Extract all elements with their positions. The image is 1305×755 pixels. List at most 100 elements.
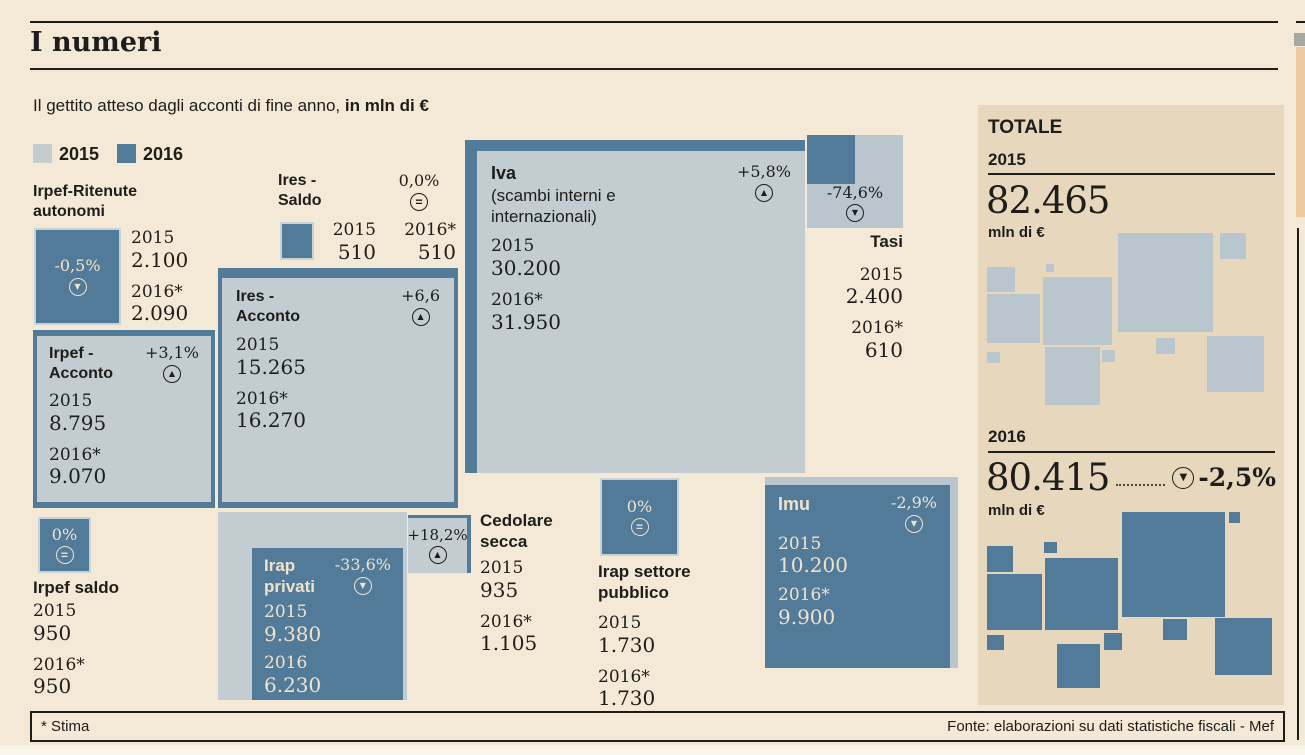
- subtitle-unit: in mln di €: [344, 96, 429, 115]
- trend-equal-icon: =: [630, 518, 649, 537]
- irpef-ritenute-values: 2015 2.100 2016* 2.090: [131, 228, 188, 336]
- square-2016: [1122, 512, 1225, 617]
- year-label: 2016*: [778, 585, 830, 606]
- year-value: 10.200: [778, 553, 848, 578]
- year-label: 2015: [859, 264, 903, 285]
- trend-equal-icon: =: [410, 192, 428, 211]
- iva-subtitle: (scambi interni e internazionali): [491, 185, 616, 227]
- trend-up-icon: ▲: [411, 307, 430, 326]
- ires-saldo-pct: 0,0% =: [390, 172, 448, 211]
- trend-up-icon: ▲: [754, 183, 773, 202]
- legend-label-2015: 2015: [59, 144, 100, 164]
- tasi-values: 2015 2.400 2016* 610: [815, 264, 903, 362]
- pct-value: -74,6%: [826, 183, 884, 202]
- pct-value: -0,5%: [54, 256, 101, 276]
- square-2016: [1163, 619, 1187, 640]
- pct-value: 0%: [51, 524, 78, 544]
- square-2016: [1045, 558, 1118, 630]
- trend-down-icon: ▼: [353, 576, 372, 595]
- totale-2015-value: 82.465: [986, 179, 1110, 222]
- year-label: 2016*: [491, 290, 543, 310]
- irap-pubblico-values: 2015 1.730 2016* 1.730: [598, 613, 656, 721]
- square-2015: [1102, 350, 1115, 362]
- pct-value: +5,8%: [736, 162, 791, 181]
- totale-2015-rule: [988, 173, 1275, 175]
- year-value: 9.070: [49, 464, 107, 489]
- irap-privati-block: Irap privati -33,6% ▼ 2015 9.380 2016 6.…: [218, 512, 407, 700]
- tasi-title: Tasi: [870, 232, 903, 251]
- bottom-band: [0, 745, 1305, 755]
- totale-2016-row: 80.415 ▼ -2,5%: [986, 459, 1276, 496]
- footnote: * Stima: [41, 718, 90, 735]
- year-value: 950: [33, 674, 72, 699]
- tasi-pct: -74,6% ▼: [807, 184, 903, 222]
- pct-value: 0%: [626, 496, 653, 516]
- year-label: 2016*: [480, 611, 532, 632]
- value-row: 2016* 1.105: [480, 611, 538, 656]
- irpef-saldo-title: Irpef saldo: [33, 578, 119, 597]
- year-value: 31.950: [491, 309, 561, 334]
- year-label: 2016*: [851, 318, 903, 339]
- totale-2016-value: 80.415: [986, 456, 1110, 499]
- year-label: 2016*: [131, 281, 183, 302]
- value-row: 2015 2.100: [131, 228, 188, 272]
- square-2015: [1043, 277, 1112, 345]
- imu-values: 2015 10.200 2016* 9.900: [778, 533, 937, 629]
- imu-block: Imu -2,9% ▼ 2015 10.200 2016* 9.900: [765, 477, 958, 668]
- value-row: 2015 2.400: [815, 264, 903, 309]
- year-value: 1.730: [598, 632, 656, 657]
- ires-acconto-block: Ires - Acconto +6,6 ▲ 2015 15.265 2016* …: [218, 268, 458, 508]
- year-value: 8.795: [49, 410, 107, 435]
- year-value: 9.900: [778, 604, 836, 629]
- square-2016: [1057, 644, 1100, 688]
- pct-value: -2,9%: [890, 493, 937, 512]
- square-2015: [1045, 347, 1100, 405]
- year-value: 2.400: [845, 284, 903, 309]
- value-row: 2015 1.730: [598, 613, 656, 657]
- ires-acconto-values: 2015 15.265 2016* 16.270: [236, 335, 440, 432]
- year-value: 510: [417, 239, 456, 264]
- source: Fonte: elaborazioni su dati statistiche …: [947, 718, 1274, 735]
- square-2015: [1220, 233, 1246, 259]
- trend-down-icon: ▼: [1172, 466, 1195, 489]
- footer: * Stima Fonte: elaborazioni su dati stat…: [30, 711, 1285, 742]
- year-label: 2015: [33, 601, 77, 621]
- irpef-acconto-title: Irpef - Acconto: [49, 345, 113, 382]
- year-label: 2016: [264, 653, 308, 674]
- totale-2016-year: 2016: [988, 427, 1026, 446]
- iva-title: Iva: [491, 163, 517, 183]
- value-row: 2016* 9.070: [49, 445, 199, 489]
- adjacent-content-gray-square: [1294, 33, 1305, 46]
- year-label: 2015: [778, 533, 822, 554]
- square-2015: [1118, 233, 1213, 332]
- square-2016: [1215, 618, 1272, 675]
- cedolare-secca-chip: +18,2% ▲: [407, 515, 471, 573]
- trend-down-icon: ▼: [846, 203, 864, 222]
- value-row: 2016* 610: [815, 319, 903, 362]
- tasi-chip: -74,6% ▼: [807, 135, 903, 228]
- trend-up-icon: ▲: [162, 364, 181, 383]
- ires-saldo-swatch: [280, 222, 314, 260]
- totale-2016-unit: mln di €: [988, 502, 1045, 519]
- tasi-block: Tasi 2015 2.400 2016* 610: [815, 232, 903, 373]
- year-value: 1.105: [480, 631, 538, 656]
- value-row: 2015 950: [33, 601, 85, 645]
- trend-up-icon: ▲: [428, 545, 447, 564]
- tasi-2016-square: [807, 135, 855, 184]
- totale-2016-rule: [988, 451, 1275, 453]
- year-value: 30.200: [491, 256, 561, 280]
- year-label: 2015: [49, 391, 93, 412]
- totale-heading: TOTALE: [988, 117, 1063, 138]
- irpef-acconto-values: 2015 8.795 2016* 9.070: [49, 391, 199, 489]
- totale-2015-year: 2015: [988, 150, 1026, 169]
- page-title: I numeri: [30, 27, 162, 58]
- year-label: 2016*: [404, 220, 456, 240]
- square-2016: [987, 574, 1042, 630]
- value-row: 2016* 9.900: [778, 586, 937, 629]
- pct-value: 0,0%: [398, 171, 440, 190]
- square-2015: [987, 352, 1000, 363]
- value-row: 2015 8.795: [49, 391, 199, 435]
- ires-saldo-title: Ires - Saldo: [278, 172, 322, 209]
- top-rule: [30, 21, 1278, 23]
- irap-pubblico-title: Irap settore pubblico: [598, 562, 691, 602]
